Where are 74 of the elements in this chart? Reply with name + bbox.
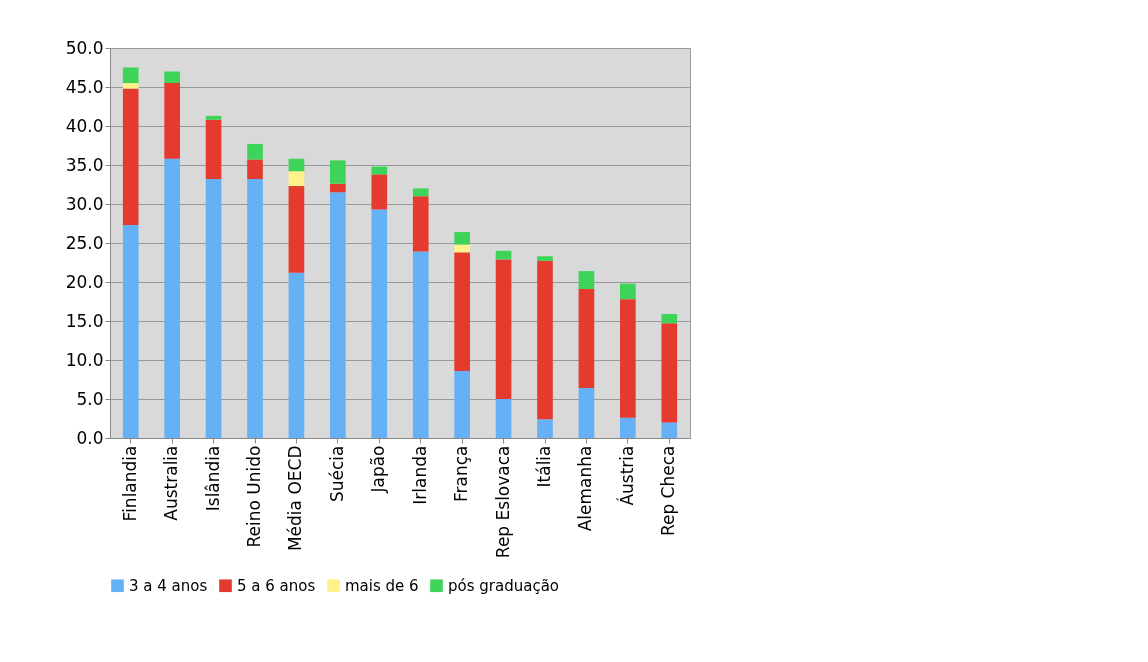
bar [454,232,470,245]
bar [122,83,139,89]
bar [122,88,139,226]
x-tick-label: Australia [161,445,182,521]
bar [288,171,305,187]
bar [330,183,346,193]
x-tick-label: Finlandia [119,445,140,522]
bar [371,166,388,175]
bar [454,244,470,253]
x-tick-label: Alemanha [575,445,596,532]
bar [330,160,346,184]
x-tick-label: Rep Checa [658,445,679,537]
bar [661,313,678,324]
bar [371,174,388,210]
bar [164,83,180,159]
legend-label: 5 a 6 anos [237,576,316,595]
legend-label: 3 a 4 anos [129,576,208,595]
y-tick-label: 45.0 [65,76,104,97]
y-tick-label: 0.0 [76,427,104,448]
bar [371,209,388,438]
bar [288,186,305,273]
bar [288,272,305,438]
y-tick-label: 15.0 [65,310,104,331]
y-tick-label: 20.0 [65,271,104,292]
y-tick-label: 35.0 [65,154,104,175]
y-tick-label: 50.0 [65,37,104,58]
x-tick-label: Suécia [326,445,347,503]
x-tick-label: Itália [534,445,554,488]
bar [122,67,139,84]
bar [205,115,222,120]
bar [164,71,180,84]
x-tick-label: Áustria [615,445,637,506]
bar [247,159,263,180]
y-tick-label: 25.0 [65,232,104,253]
bar [164,158,180,438]
bar [495,259,512,399]
bar [247,179,263,438]
bar [495,399,512,438]
bar [288,158,305,172]
bar [620,299,636,418]
bar [620,283,636,300]
bar [578,271,595,290]
bar [537,419,553,438]
x-tick-label: Irlanda [409,445,430,505]
bar [495,250,512,260]
bar [247,143,263,160]
bar [205,119,222,180]
x-tick-label: Japão [368,445,389,494]
x-tick-label: França [451,445,472,502]
bar [330,192,346,438]
bar [578,289,595,389]
bar [620,417,636,438]
y-tick-label: 10.0 [65,349,104,370]
x-tick-label: Rep Eslovaca [492,445,513,559]
bar [661,323,678,423]
legend-label: pós graduação [448,576,559,595]
bar [661,422,678,438]
bar [412,188,429,197]
bar [578,388,595,438]
bar [537,256,553,261]
bar [205,179,222,438]
bar [412,196,429,252]
x-tick-label: Reino Unido [244,445,264,548]
bar [454,252,470,371]
bar [537,260,553,420]
x-tick-label: Islândia [202,445,223,512]
y-tick-label: 5.0 [76,388,104,409]
x-tick-label: Média OECD [285,445,306,552]
y-tick-label: 40.0 [65,115,104,136]
bar [454,370,470,438]
bar [122,225,139,438]
legend-label: mais de 6 [345,576,419,595]
y-tick-label: 30.0 [65,193,104,214]
bar [412,251,429,438]
